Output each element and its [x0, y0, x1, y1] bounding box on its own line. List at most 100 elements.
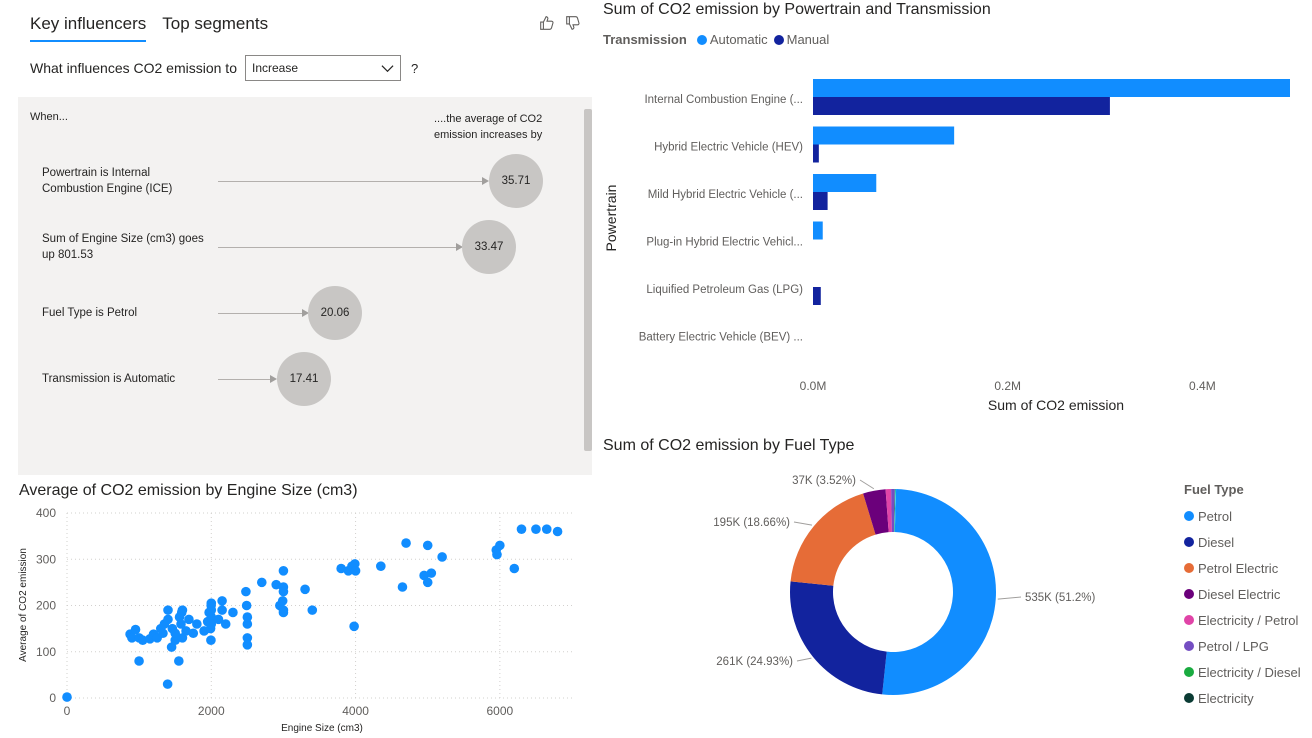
- legend-item[interactable]: Petrol Electric: [1184, 555, 1301, 581]
- scatter-point[interactable]: [277, 596, 288, 606]
- scatter-point[interactable]: [130, 624, 141, 635]
- donut-slice[interactable]: [885, 489, 892, 533]
- scatter-point[interactable]: [401, 538, 411, 548]
- scatter-point[interactable]: [206, 635, 216, 645]
- thumbs-up-icon[interactable]: [538, 14, 556, 32]
- scatter-point[interactable]: [426, 568, 437, 578]
- scatter-point[interactable]: [137, 635, 148, 645]
- legend-item[interactable]: Diesel Electric: [1184, 581, 1301, 607]
- scatter-point[interactable]: [206, 598, 217, 608]
- scatter-point[interactable]: [278, 607, 289, 618]
- bar-automatic[interactable]: [813, 126, 955, 145]
- legend-item[interactable]: Petrol / LPG: [1184, 633, 1301, 659]
- bar-automatic[interactable]: [813, 174, 877, 192]
- scatter-point[interactable]: [516, 524, 527, 534]
- scatter-point[interactable]: [256, 577, 267, 588]
- scatter-point[interactable]: [242, 640, 253, 650]
- scatter-point[interactable]: [206, 619, 217, 629]
- scatter-point[interactable]: [397, 582, 408, 592]
- scatter-point[interactable]: [349, 621, 359, 632]
- tab-key-influencers[interactable]: Key influencers: [30, 14, 147, 42]
- scatter-point[interactable]: [350, 559, 360, 569]
- legend-item[interactable]: Petrol: [1184, 503, 1301, 529]
- scatter-point[interactable]: [158, 628, 168, 639]
- scatter-point[interactable]: [127, 633, 137, 643]
- influencer-bubble-3[interactable]: 20.06: [308, 286, 362, 340]
- scatter-point[interactable]: [376, 561, 386, 571]
- scatter-point[interactable]: [213, 614, 224, 625]
- scatter-point[interactable]: [188, 628, 199, 639]
- scatter-point[interactable]: [241, 600, 252, 611]
- scatter-point[interactable]: [242, 612, 253, 622]
- bar-automatic[interactable]: [813, 79, 1290, 97]
- influencer-label-2[interactable]: Sum of Engine Size (cm3) goes up 801.53: [42, 233, 204, 261]
- scatter-point[interactable]: [181, 626, 191, 636]
- scatter-point[interactable]: [170, 628, 181, 639]
- donut-slice[interactable]: [891, 489, 895, 533]
- legend-item-automatic[interactable]: Automatic: [696, 32, 768, 47]
- bar-automatic[interactable]: [813, 221, 823, 240]
- scatter-point[interactable]: [217, 596, 227, 606]
- thumbs-down-icon[interactable]: [564, 14, 582, 32]
- scatter-point[interactable]: [336, 563, 346, 574]
- scatter-point[interactable]: [350, 566, 361, 576]
- scatter-point[interactable]: [242, 633, 253, 643]
- scatter-point[interactable]: [541, 524, 552, 534]
- scatter-point[interactable]: [307, 605, 318, 615]
- scatter-point[interactable]: [300, 584, 310, 595]
- donut-slice[interactable]: [882, 489, 997, 695]
- scatter-point[interactable]: [184, 614, 194, 625]
- legend-item[interactable]: Diesel: [1184, 529, 1301, 555]
- scatter-point[interactable]: [241, 586, 251, 597]
- scatter-point[interactable]: [509, 563, 520, 574]
- scatter-point[interactable]: [278, 566, 289, 576]
- scatter-point[interactable]: [177, 605, 188, 615]
- scatter-point[interactable]: [163, 614, 173, 625]
- scatter-point[interactable]: [278, 586, 289, 597]
- donut-slice[interactable]: [790, 493, 876, 586]
- bar-manual[interactable]: [813, 97, 1110, 115]
- scatter-point[interactable]: [437, 552, 447, 562]
- scatter-point[interactable]: [206, 605, 217, 615]
- scatter-point[interactable]: [495, 540, 505, 551]
- bar-manual[interactable]: [813, 192, 828, 210]
- scatter-point[interactable]: [422, 540, 433, 551]
- bar-manual[interactable]: [813, 287, 821, 305]
- influencer-label-3[interactable]: Fuel Type is Petrol: [42, 307, 138, 319]
- scatter-point[interactable]: [552, 526, 563, 537]
- bar-manual[interactable]: [813, 144, 819, 163]
- influencer-label-1[interactable]: Powertrain is Internal Combustion Engine…: [42, 167, 173, 195]
- influencer-bubble-4[interactable]: 17.41: [277, 352, 331, 406]
- scatter-point[interactable]: [176, 619, 186, 629]
- scatter-point[interactable]: [62, 692, 72, 702]
- influencer-bubble-1[interactable]: 35.71: [489, 154, 543, 208]
- increase-decrease-dropdown[interactable]: Increase: [244, 55, 401, 81]
- influencer-bubble-2[interactable]: 33.47: [462, 220, 516, 274]
- influencer-label-4[interactable]: Transmission is Automatic: [42, 373, 176, 385]
- donut-slice[interactable]: [790, 581, 887, 695]
- scatter-point[interactable]: [192, 619, 202, 629]
- legend-item[interactable]: Electricity / Diesel: [1184, 659, 1301, 685]
- scatter-point[interactable]: [492, 549, 502, 560]
- scatter-point[interactable]: [220, 619, 231, 629]
- donut-slice[interactable]: [894, 489, 897, 533]
- scatter-point[interactable]: [174, 656, 184, 666]
- legend-item[interactable]: Electricity / Petrol: [1184, 607, 1301, 633]
- donut-slice[interactable]: [894, 489, 896, 533]
- scatter-point[interactable]: [531, 524, 541, 534]
- scatter-point[interactable]: [162, 679, 173, 689]
- scatter-point[interactable]: [228, 607, 238, 618]
- scatter-point[interactable]: [163, 605, 173, 615]
- scrollbar[interactable]: [584, 109, 592, 451]
- donut-slice[interactable]: [863, 489, 889, 535]
- scatter-point[interactable]: [217, 605, 227, 615]
- scatter-point[interactable]: [206, 612, 217, 622]
- scatter-point[interactable]: [271, 579, 282, 590]
- legend-item[interactable]: Electricity: [1184, 685, 1301, 711]
- scatter-point[interactable]: [422, 577, 433, 588]
- legend-item-manual[interactable]: Manual: [773, 32, 829, 47]
- scatter-point[interactable]: [170, 635, 181, 645]
- help-icon[interactable]: ?: [410, 60, 419, 76]
- tab-top-segments[interactable]: Top segments: [162, 14, 269, 33]
- scatter-point[interactable]: [242, 619, 253, 629]
